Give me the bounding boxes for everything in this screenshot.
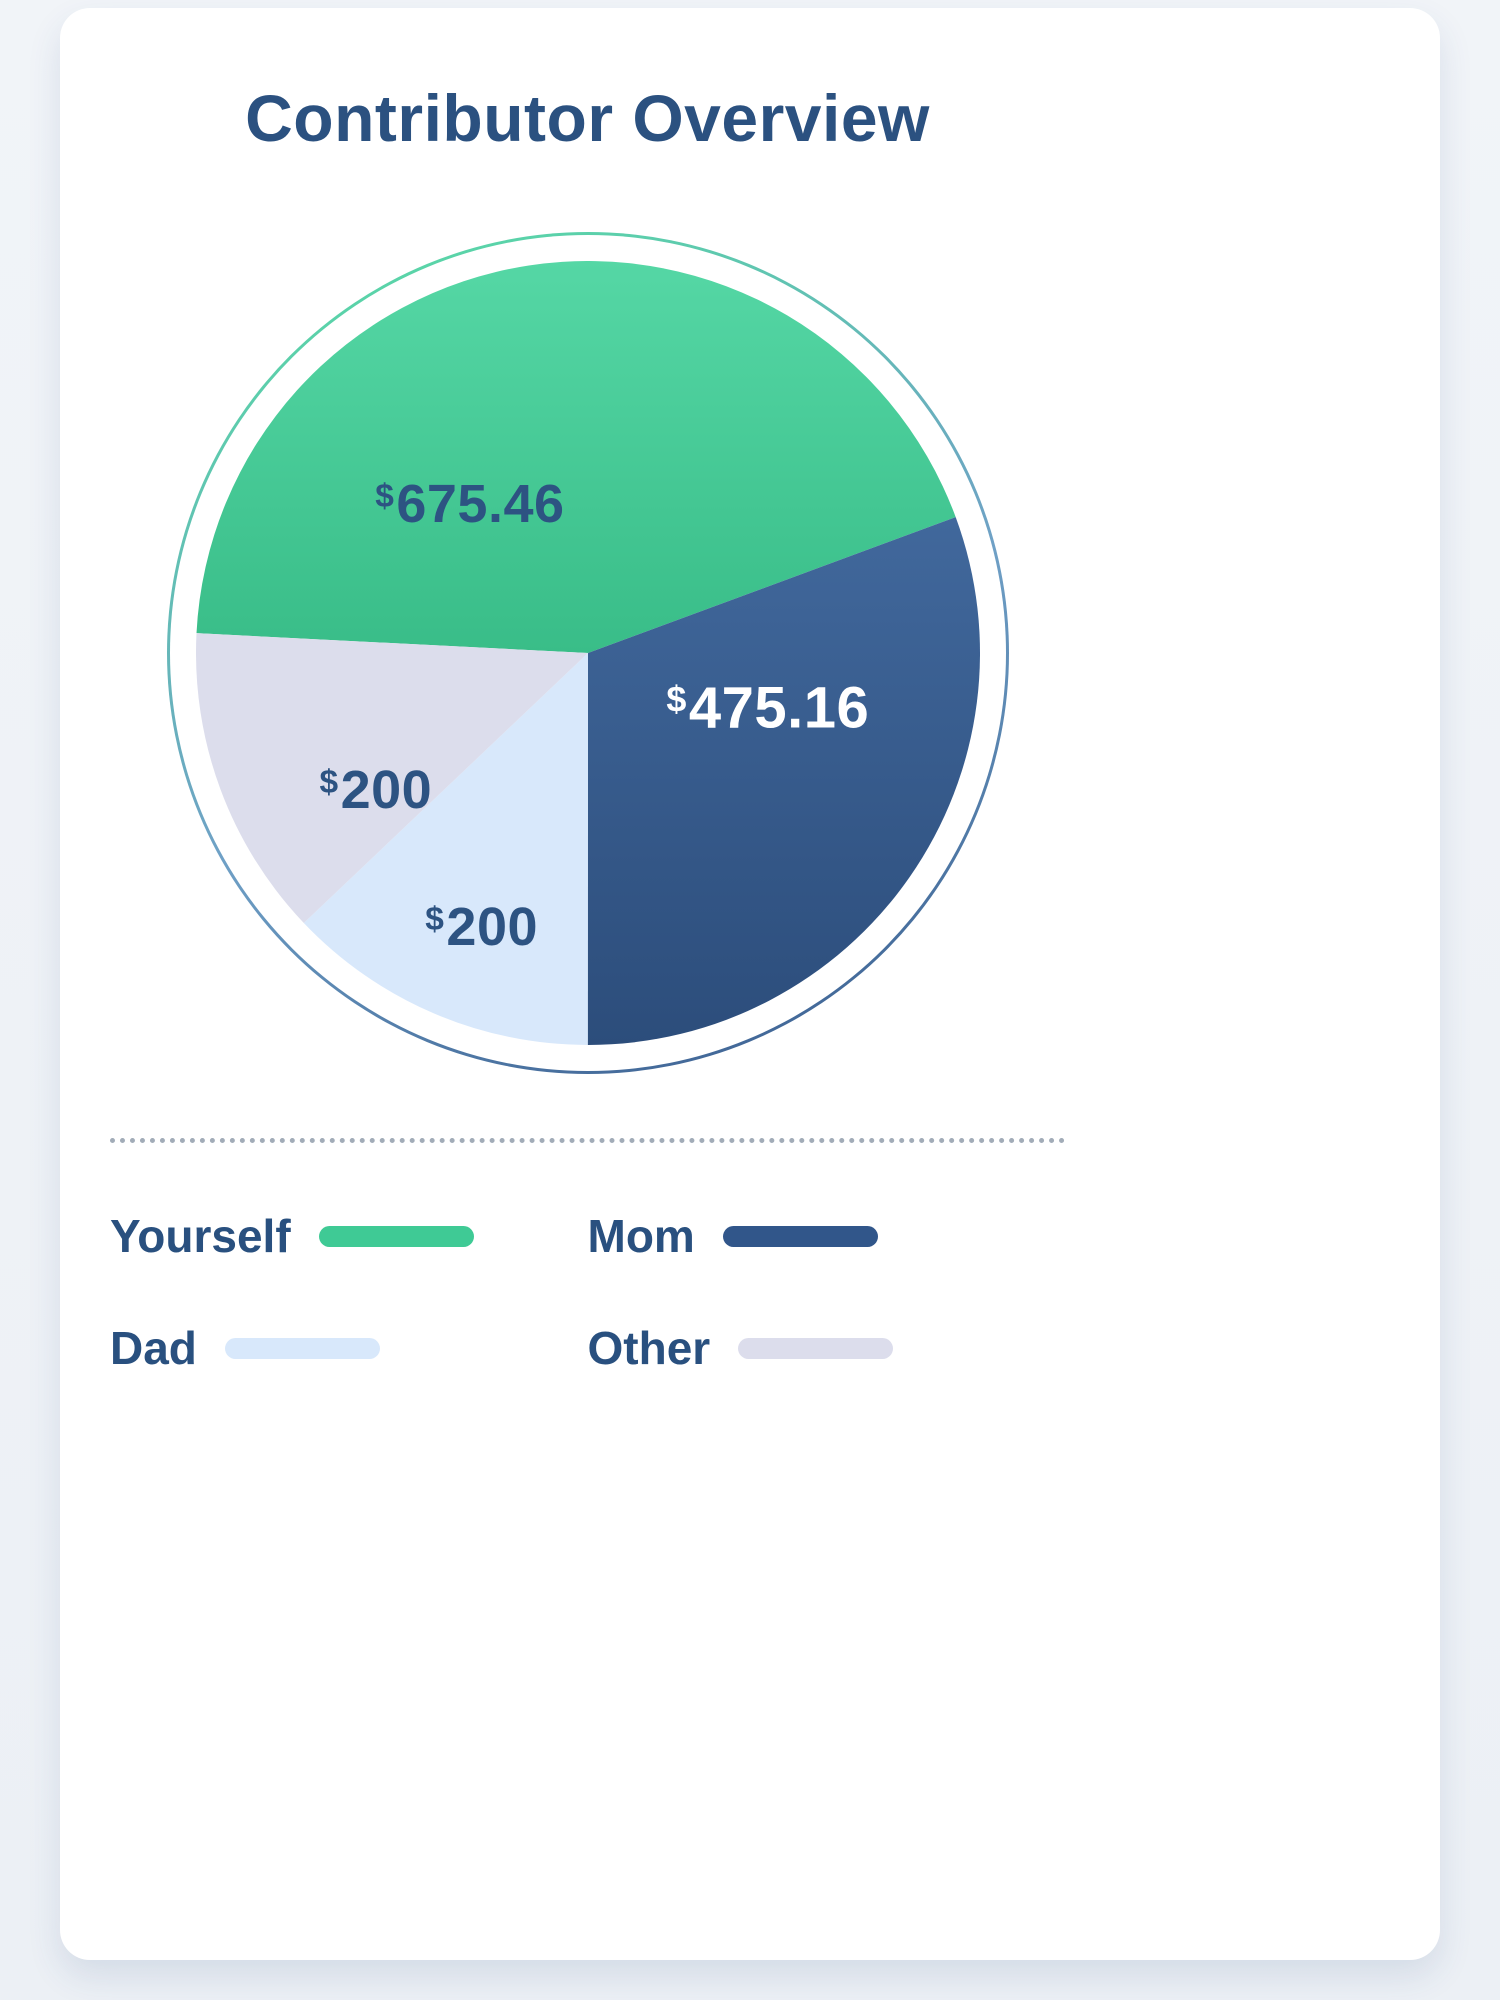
content-column: Contributor Overview $675.46 $475.16 $200 $… <box>110 8 1065 1375</box>
pie-white-ring: $675.46 $475.16 $200 $200 <box>169 235 1006 1071</box>
pie-svg <box>195 261 980 1045</box>
pie-slice-dad <box>303 653 588 1045</box>
pie-chart: $675.46 $475.16 $200 $200 <box>195 261 980 1045</box>
currency-symbol: $ <box>666 678 687 720</box>
legend-label-other: Other <box>587 1322 711 1374</box>
slice-value-label-mom: $475.16 <box>666 674 869 741</box>
pie-slice-other <box>195 633 588 923</box>
pie-slice-yourself <box>196 261 956 653</box>
amount-value: 200 <box>446 897 539 958</box>
legend-item-other: Other <box>588 1321 1066 1375</box>
currency-symbol: $ <box>375 477 395 515</box>
legend-swatch-dad <box>224 1337 380 1359</box>
amount-value: 475.16 <box>688 675 870 741</box>
legend-item-mom: Mom <box>588 1209 1066 1263</box>
slice-value-label-other: $200 <box>319 759 432 821</box>
pie-outer-ring: $675.46 $475.16 $200 $200 <box>166 232 1009 1074</box>
pie-slice-mom <box>587 517 980 1045</box>
legend-swatch-yourself <box>318 1225 474 1247</box>
currency-symbol: $ <box>425 901 445 939</box>
dotted-separator <box>110 1138 1065 1143</box>
legend-label-yourself: Yourself <box>110 1210 291 1262</box>
legend-item-yourself: Yourself <box>110 1209 588 1263</box>
legend-item-dad: Dad <box>110 1321 588 1375</box>
amount-value: 675.46 <box>396 474 565 535</box>
legend-swatch-mom <box>722 1225 878 1247</box>
legend-label-mom: Mom <box>587 1210 695 1262</box>
currency-symbol: $ <box>319 764 339 802</box>
amount-value: 200 <box>340 760 433 821</box>
slice-value-label-yourself: $675.46 <box>375 473 564 535</box>
page-title: Contributor Overview <box>245 81 930 155</box>
legend-swatch-other <box>738 1337 894 1359</box>
contributor-overview-card: Contributor Overview $675.46 $475.16 $200 $… <box>60 8 1440 1960</box>
legend: Yourself Mom Dad Other <box>110 1209 1065 1375</box>
legend-label-dad: Dad <box>110 1322 197 1374</box>
slice-value-label-dad: $200 <box>425 896 538 958</box>
